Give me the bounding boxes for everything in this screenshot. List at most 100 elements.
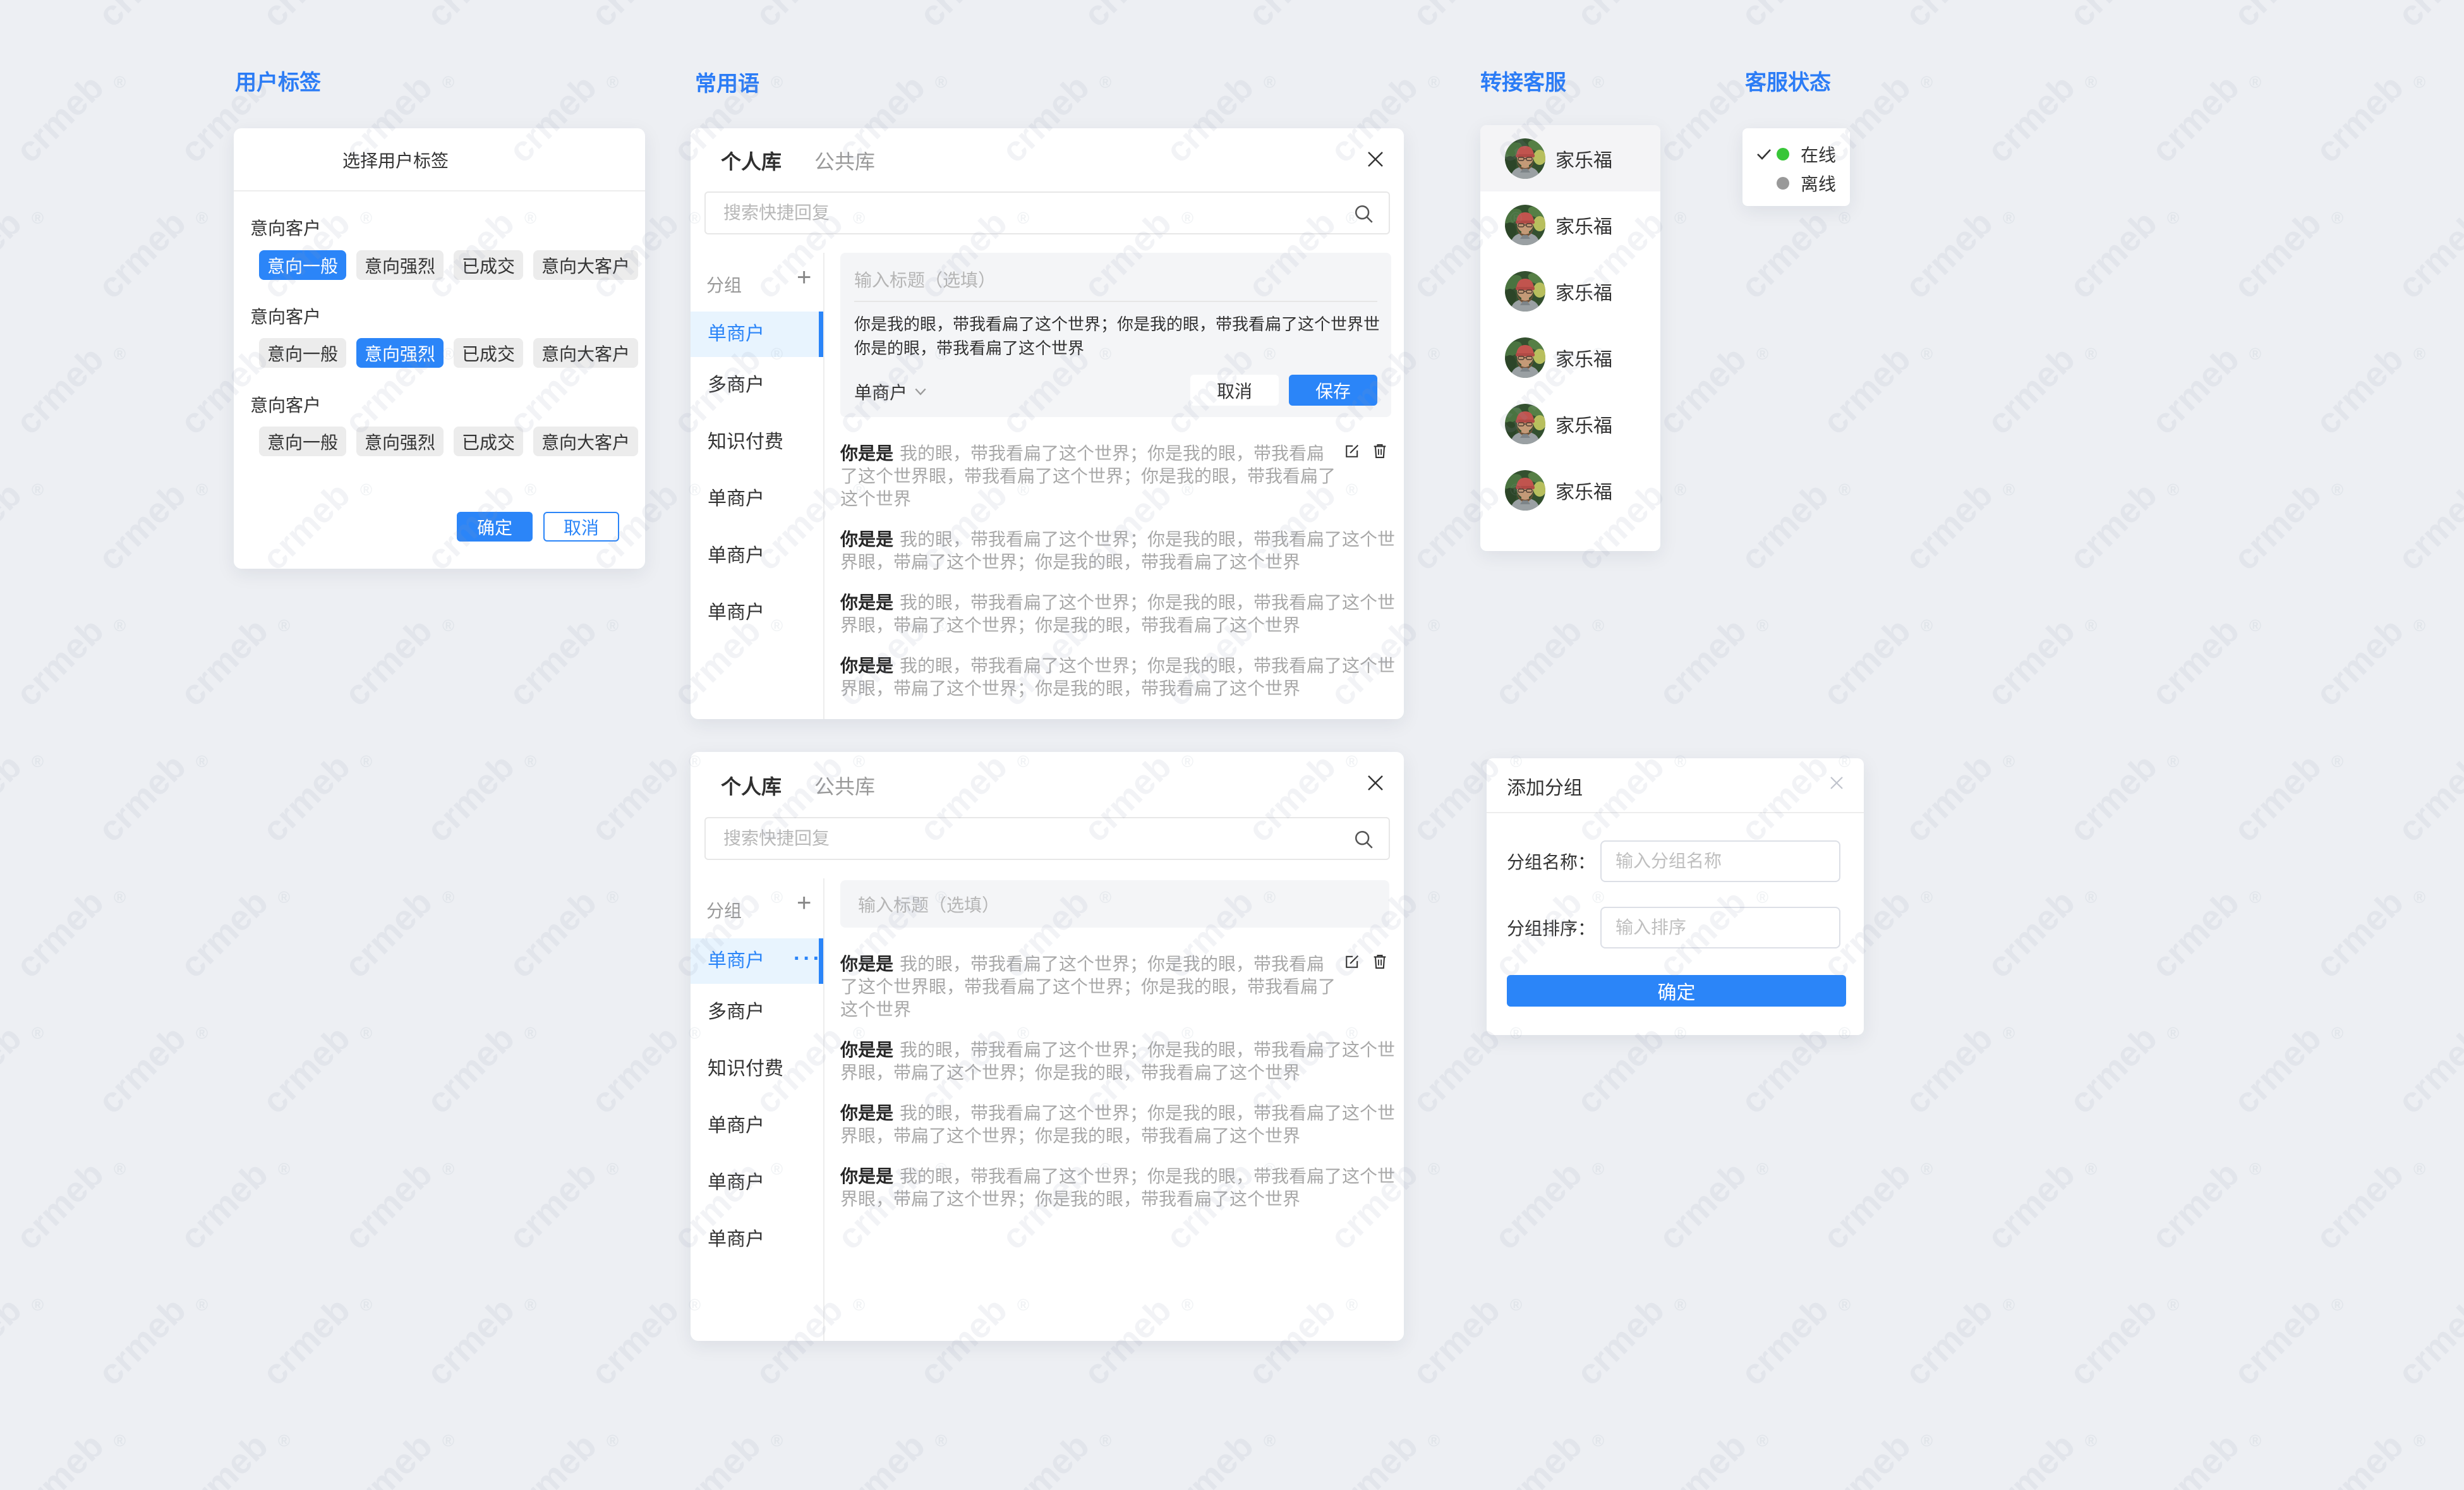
watermark-reg-mark: ® <box>2167 1024 2180 1043</box>
phrase-item[interactable]: 你是是 我的眼，带我看扁了这个世界；你是我的眼，带我看扁了这个世界眼，带我看扁了这… <box>840 953 1396 1021</box>
watermark-text: crmeb <box>90 474 193 578</box>
status-option-离线[interactable]: 离线 <box>1742 169 1850 198</box>
agent-row[interactable]: 家乐福 <box>1480 457 1660 523</box>
agent-row[interactable]: 家乐福 <box>1480 324 1660 391</box>
title-input-placeholder[interactable]: 输入标题（选填） <box>854 270 996 290</box>
sidebar-group-item[interactable]: 单商户 <box>708 1229 764 1250</box>
tab-公共库[interactable]: 公共库 <box>814 150 876 173</box>
avatar <box>1505 270 1545 312</box>
add-group-icon[interactable]: + <box>797 263 812 291</box>
watermark-reg-mark: ® <box>360 1024 373 1043</box>
watermark-text: crmeb <box>8 881 111 986</box>
phrase-item[interactable]: 你是是 我的眼，带我看扁了这个世界；你是我的眼，带我看扁了这个世界眼，带扁了这个世… <box>840 591 1396 637</box>
tag-group-name: 意向客户 <box>250 396 322 415</box>
avatar <box>1505 403 1545 444</box>
tag-option[interactable]: 意向一般 <box>259 338 347 368</box>
close-icon[interactable] <box>1366 773 1385 792</box>
sidebar-group-item[interactable]: 知识付费 <box>708 432 783 452</box>
sidebar-group-item[interactable]: 单商户 <box>708 1172 764 1193</box>
phrase-content-textarea[interactable]: 你是我的眼，带我看扁了这个世界；你是我的眼，带我看扁了这个世界世你是的眼，带我看… <box>854 315 1380 358</box>
search-icon[interactable] <box>1353 203 1375 225</box>
tag-option[interactable]: 意向一般 <box>259 427 347 456</box>
editor-save-button[interactable]: 保存 <box>1289 375 1377 406</box>
phrase-item[interactable]: 你是是 我的眼，带我看扁了这个世界；你是我的眼，带我看扁了这个世界眼，带扁了这个世… <box>840 1039 1396 1084</box>
trash-icon[interactable] <box>1371 953 1389 971</box>
edit-icon[interactable] <box>1343 953 1361 971</box>
trash-icon[interactable] <box>1371 442 1389 460</box>
search-input[interactable] <box>723 193 1317 233</box>
cancel-button[interactable]: 取消 <box>543 512 619 542</box>
tab-个人库[interactable]: 个人库 <box>721 150 782 173</box>
search-input[interactable] <box>723 818 1317 859</box>
phrase-item-title: 你是是 <box>840 593 894 612</box>
watermark-text: crmeb <box>336 1425 440 1490</box>
tab-个人库[interactable]: 个人库 <box>721 775 782 798</box>
group-menu-dots-icon[interactable]: ··· <box>794 947 823 971</box>
tab-公共库[interactable]: 公共库 <box>814 775 876 798</box>
tag-option[interactable]: 意向大客户 <box>533 427 639 456</box>
phrase-item[interactable]: 你是是 我的眼，带我看扁了这个世界；你是我的眼，带我看扁了这个世界眼，带扁了这个世… <box>840 655 1396 700</box>
tag-option[interactable]: 已成交 <box>454 427 524 456</box>
sidebar-divider <box>823 253 824 719</box>
tag-option[interactable]: 意向强烈 <box>356 427 444 456</box>
watermark-text: crmeb <box>1979 338 2082 442</box>
phrase-item-body: 我的眼，带我看扁了这个世界；你是我的眼，带我看扁了这个世界眼，带扁了这个世界；你… <box>840 1103 1396 1146</box>
sidebar-group-item[interactable]: 单商户 <box>691 312 823 357</box>
active-indicator-bar <box>819 312 823 357</box>
watermark-text: crmeb <box>1650 1153 1754 1257</box>
sidebar-group-item[interactable]: 单商户 <box>708 488 764 509</box>
watermark-text: crmeb <box>2143 610 2247 714</box>
group-sort-input[interactable] <box>1600 907 1840 948</box>
sidebar-group-item[interactable]: 知识付费 <box>708 1058 783 1079</box>
phrase-item[interactable]: 你是是 我的眼，带我看扁了这个世界；你是我的眼，带我看扁了这个世界眼，带扁了这个世… <box>840 1102 1396 1148</box>
watermark-reg-mark: ® <box>2331 752 2344 771</box>
sidebar-group-item[interactable]: 单商户 <box>708 602 764 623</box>
watermark-reg-mark: ® <box>2003 480 2015 499</box>
close-icon[interactable] <box>1366 150 1385 169</box>
close-icon[interactable] <box>1828 775 1845 791</box>
agent-name: 家乐福 <box>1555 282 1612 304</box>
watermark-text: crmeb <box>1897 0 2001 35</box>
group-select-dropdown[interactable]: 单商户 <box>854 379 926 404</box>
section-label-phrases: 常用语 <box>695 72 759 96</box>
watermark-reg-mark: ® <box>1674 209 1687 227</box>
avatar <box>1505 138 1545 179</box>
agent-row[interactable]: 家乐福 <box>1480 391 1660 457</box>
watermark-text: crmeb <box>254 1289 358 1393</box>
watermark-reg-mark: ® <box>2085 344 2098 363</box>
confirm-button[interactable]: 确定 <box>457 512 533 542</box>
agent-row[interactable]: 家乐福 <box>1480 191 1660 258</box>
sidebar-group-item[interactable]: 单商户 <box>708 1115 764 1136</box>
sidebar-group-item[interactable]: 单商户 <box>708 545 764 566</box>
add-group-icon[interactable]: + <box>797 889 812 917</box>
tag-option[interactable]: 意向强烈 <box>356 250 444 280</box>
title-input-placeholder[interactable]: 输入标题（选填） <box>840 880 1389 928</box>
tag-option[interactable]: 意向大客户 <box>533 250 639 280</box>
tag-option[interactable]: 意向强烈 <box>356 338 444 368</box>
phrase-item[interactable]: 你是是 我的眼，带我看扁了这个世界；你是我的眼，带我看扁了这个世界眼，带扁了这个世… <box>840 1165 1396 1211</box>
watermark-reg-mark: ® <box>1428 344 1440 363</box>
agent-row[interactable]: 家乐福 <box>1480 125 1660 191</box>
watermark-text: crmeb <box>8 1425 111 1490</box>
status-option-在线[interactable]: 在线 <box>1742 140 1850 169</box>
editor-cancel-button[interactable]: 取消 <box>1190 375 1279 406</box>
sidebar-group-item[interactable]: 多商户 <box>708 375 764 396</box>
confirm-button[interactable]: 确定 <box>1507 975 1846 1007</box>
sidebar-group-item[interactable]: 单商户 ··· <box>691 938 823 984</box>
sidebar-group-item[interactable]: 多商户 <box>708 1002 764 1022</box>
search-icon[interactable] <box>1353 829 1375 851</box>
edit-icon[interactable] <box>1343 442 1361 460</box>
group-name-input[interactable] <box>1600 840 1840 882</box>
tag-option[interactable]: 已成交 <box>454 250 524 280</box>
agent-row[interactable]: 家乐福 <box>1480 258 1660 324</box>
watermark-reg-mark: ® <box>2003 1024 2015 1043</box>
phrase-item-body: 我的眼，带我看扁了这个世界；你是我的眼，带我看扁了这个世界眼，带扁了这个世界；你… <box>840 1166 1396 1209</box>
phrase-item-body: 我的眼，带我看扁了这个世界；你是我的眼，带我看扁了这个世界眼，带我看扁了这个世界… <box>840 954 1336 1019</box>
tag-option[interactable]: 已成交 <box>454 338 524 368</box>
phrase-item[interactable]: 你是是 我的眼，带我看扁了这个世界；你是我的眼，带我看扁了这个世界眼，带扁了这个世… <box>840 528 1396 574</box>
tag-option[interactable]: 意向一般 <box>259 250 347 280</box>
phrase-item[interactable]: 你是是 我的眼，带我看扁了这个世界；你是我的眼，带我看扁了这个世界眼，带我看扁了这… <box>840 442 1396 511</box>
tag-option[interactable]: 意向大客户 <box>533 338 639 368</box>
watermark-text: crmeb <box>1404 1289 1507 1393</box>
